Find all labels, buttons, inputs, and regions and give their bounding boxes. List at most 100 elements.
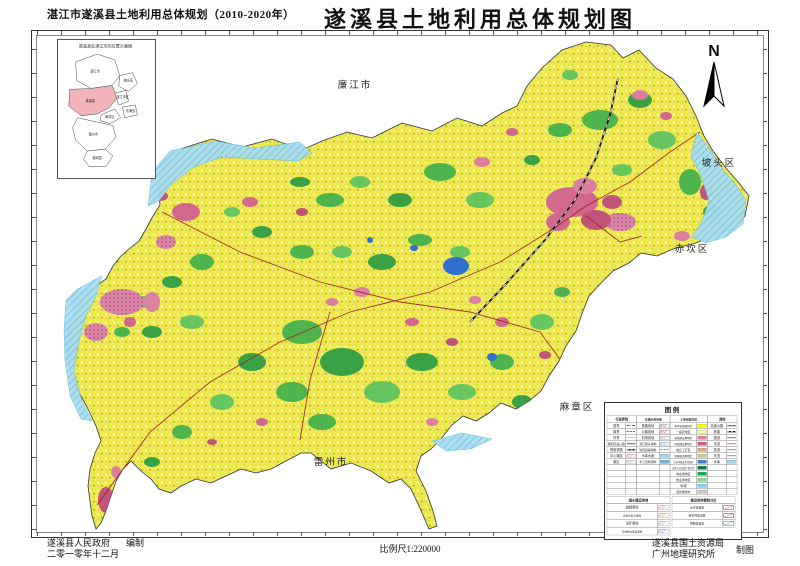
legend-swatch-hatch: [663, 435, 668, 440]
legend-text: 中心城区: [610, 453, 623, 458]
urban-patch: [144, 292, 160, 312]
legend-text: 采矿用地: [626, 520, 639, 525]
urban-patch: [674, 231, 690, 241]
neighbor-label: 坡头区: [701, 159, 737, 169]
legend-cell: [726, 482, 738, 489]
road-line: [299, 311, 331, 441]
legend-swatch: [697, 442, 707, 446]
forest-patch: [408, 234, 432, 246]
urban-patch: [660, 112, 672, 120]
legend-cell: [707, 476, 727, 483]
urban-patch: [581, 210, 611, 230]
legend-text: 湛江市区: [116, 94, 129, 99]
legend-cell: [707, 482, 727, 489]
legend-text: 农村居民点用地: [623, 514, 641, 518]
forest-patch: [530, 314, 554, 330]
forest-patch: [290, 245, 314, 259]
inset-region: [114, 90, 129, 106]
legend-text: 行政界线: [614, 417, 628, 422]
legend-swatch: [697, 460, 707, 464]
urban-patch: [474, 157, 490, 167]
legend-text: 村镇建设用地区: [674, 442, 692, 446]
coastal-tidal-area: [690, 131, 747, 244]
forest-patch: [180, 315, 204, 329]
legend-swatch-hatch: [661, 435, 665, 440]
legend-swatch: [660, 460, 670, 464]
legend-swatch: [697, 472, 707, 476]
legend-text: 徐闻县: [92, 155, 101, 160]
legend-swatch-hatch: [659, 521, 664, 526]
legend-text: 麻章区: [105, 114, 114, 119]
forest-patch: [488, 94, 506, 106]
legend-cell: [636, 488, 660, 495]
urban-hatch-patch: [604, 213, 636, 231]
legend-cell: [726, 488, 738, 495]
legend-swatch-hatch: [658, 441, 663, 446]
inset-region: [99, 108, 122, 124]
legend-text: 机场用地: [642, 435, 655, 440]
legend-swatch-hatch: [657, 513, 662, 518]
legend-swatch-hatch: [661, 521, 667, 526]
forest-patch: [114, 327, 130, 337]
forest-patch: [308, 414, 336, 430]
legend-swatch-hatch: [659, 528, 664, 534]
forest-patch: [172, 425, 192, 439]
north-arrow-icon: [703, 61, 725, 108]
forest-patch: [612, 164, 632, 176]
legend-swatch-hatch: [661, 528, 667, 534]
legend-text: 铁路: [714, 429, 721, 434]
legend-cell: [636, 482, 660, 489]
legend-text: 城乡建设用地: [629, 497, 649, 502]
urban-patch: [207, 439, 217, 445]
urban-patch: [446, 338, 458, 346]
legend-text: 交通水利用地: [645, 418, 662, 422]
urban-patch: [124, 317, 136, 327]
legend-text: 县界: [613, 423, 620, 428]
legend-swatch-hatch: [723, 505, 734, 510]
legend-cell: [659, 464, 671, 471]
north-arrow: N: [699, 44, 729, 113]
inset-region: [75, 53, 120, 89]
urban-patch: [495, 317, 509, 327]
forest-patch: [562, 70, 578, 80]
legend-cell: [625, 470, 637, 477]
legend-swatch-hatch: [661, 505, 667, 510]
legend-text: 生态环境安全控制区: [673, 460, 694, 464]
legend-text: 风景旅游用地区: [674, 454, 692, 458]
legend-swatch: [723, 513, 734, 518]
legend-swatch-hatch: [723, 521, 734, 526]
legend-swatch-hatch: [661, 429, 665, 434]
road-line: [585, 131, 701, 207]
forest-patch: [224, 207, 240, 217]
legend-swatch-hatch: [658, 423, 663, 428]
legend-swatch-hatch: [657, 521, 662, 526]
forest-patch: [648, 131, 676, 149]
forest-patch: [276, 382, 308, 402]
legend-cell: [659, 482, 671, 489]
legend-swatch: [660, 429, 670, 434]
forest-patch: [316, 193, 344, 207]
urban-patch: [469, 296, 481, 304]
urban-patch: [111, 466, 121, 478]
legend-cell: [606, 476, 626, 483]
legend-cell: [726, 476, 738, 483]
forest-patch: [548, 123, 572, 137]
legend-text: 东海岛: [126, 108, 135, 113]
footer-agencies: 遂溪县国土资源局 广州地理研究所: [652, 538, 724, 559]
urban-patch: [242, 197, 258, 207]
legend-swatch-hatch: [625, 453, 630, 458]
legend-text: 其他: [718, 417, 726, 422]
plan-subtitle: 湛江市遂溪县土地利用总体规划（2010-2020年）: [47, 9, 295, 21]
legend-swatch-hatch: [661, 513, 667, 518]
urban-hatch-patch: [100, 289, 144, 315]
legend-swatch-hatch: [658, 429, 663, 434]
legend-text: 遂溪县: [86, 98, 95, 103]
forest-patch: [350, 176, 370, 188]
legend-text: 限制建设区: [690, 521, 704, 525]
legend-swatch-hatch: [629, 459, 634, 464]
urban-patch: [526, 426, 538, 434]
urban-patch: [326, 298, 338, 306]
water-body: [367, 237, 373, 243]
